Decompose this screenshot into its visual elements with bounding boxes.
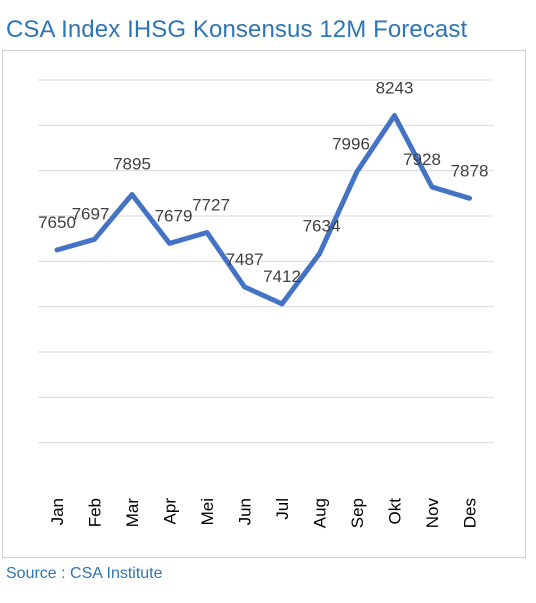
x-axis-labels: Jan Feb Mar Apr Mei Jun Jul Aug Sep Okt Nov Des: [48, 498, 480, 529]
data-label: 7412: [263, 267, 301, 286]
x-tick-label: Aug: [311, 498, 330, 528]
data-label: 7697: [72, 204, 110, 223]
x-tick-label: Des: [461, 498, 480, 528]
source-note: Source : CSA Institute: [6, 565, 163, 582]
x-tick-label: Jun: [236, 498, 255, 525]
data-label: 7679: [155, 206, 193, 225]
x-tick-label: Jan: [48, 498, 67, 525]
data-label: 7928: [403, 150, 441, 169]
data-label: 7650: [38, 213, 76, 232]
chart-frame: [2, 50, 526, 558]
chart-title: CSA Index IHSG Konsensus 12M Forecast: [6, 16, 468, 43]
series-line: [54, 113, 472, 307]
x-tick-label: Sep: [348, 498, 367, 528]
x-tick-label: Apr: [161, 498, 180, 525]
x-tick-label: Mar: [123, 498, 142, 528]
data-label: 7878: [451, 161, 489, 180]
data-label: 7487: [226, 250, 264, 269]
data-label: 7996: [332, 135, 370, 154]
data-label: 7634: [303, 217, 341, 236]
gridlines: [38, 79, 494, 444]
x-tick-label: Mei: [198, 498, 217, 525]
x-tick-label: Jul: [273, 498, 292, 520]
data-label: 7727: [192, 196, 230, 215]
data-label: 8243: [376, 79, 414, 98]
data-label: 7895: [113, 155, 151, 174]
x-tick-label: Nov: [423, 498, 442, 529]
x-tick-label: Feb: [86, 498, 105, 527]
x-tick-label: Okt: [386, 498, 405, 525]
